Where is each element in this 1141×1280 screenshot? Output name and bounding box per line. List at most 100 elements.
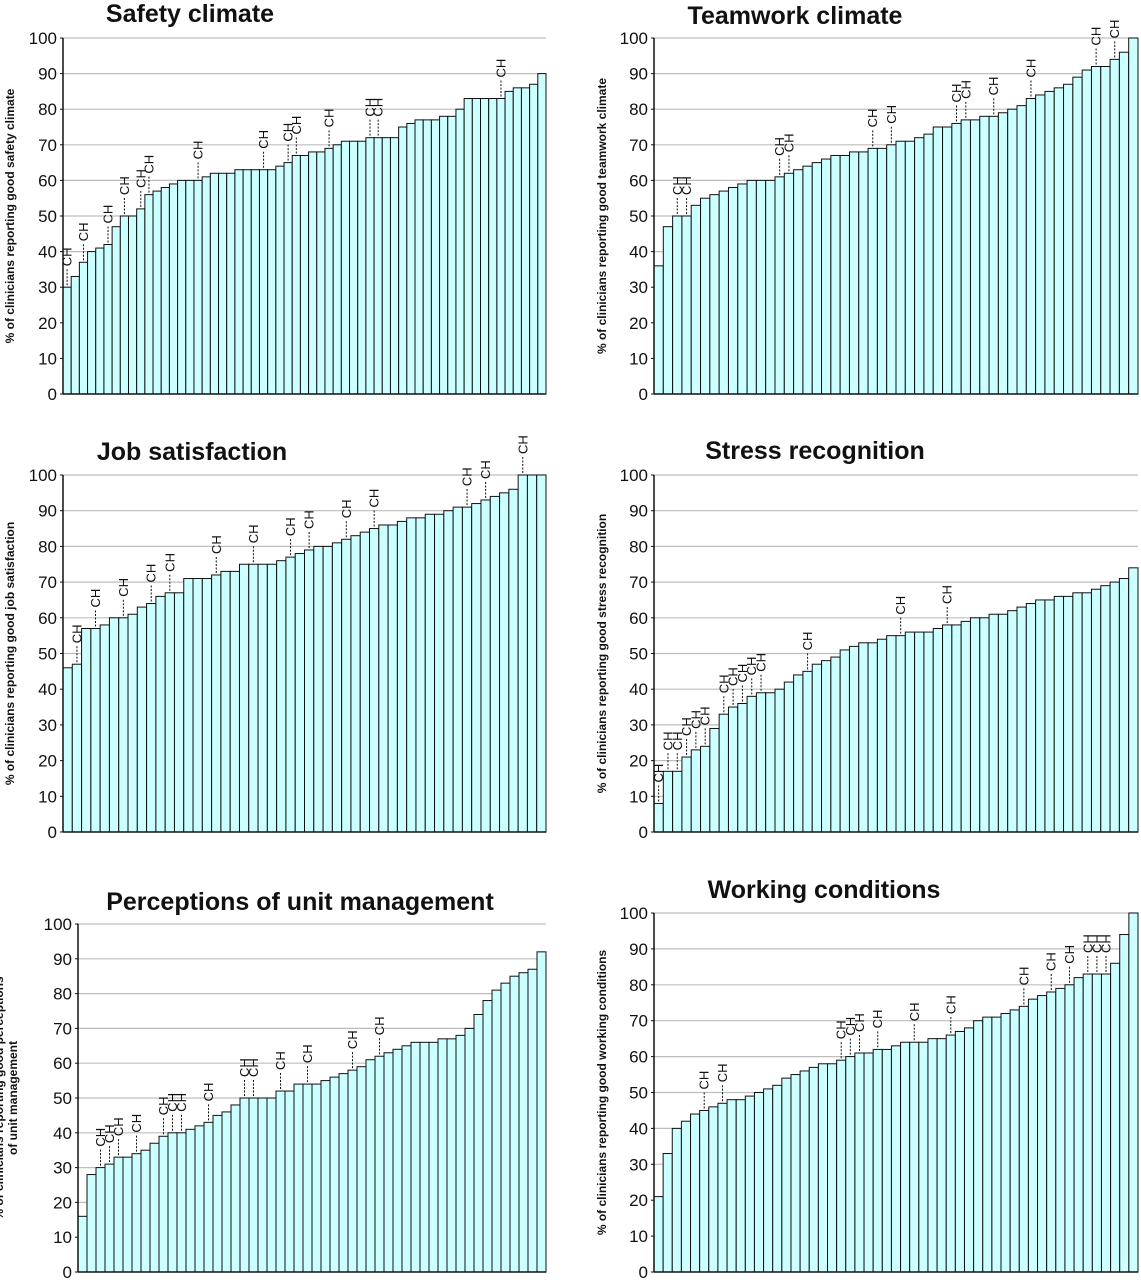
ch-marker-label: CH <box>870 1010 885 1029</box>
bar <box>374 1055 385 1273</box>
bar <box>765 692 776 833</box>
bar <box>914 137 925 395</box>
ch-marker-label: CH <box>362 98 377 117</box>
chart-panel-job-satisfaction: Job satisfaction % of clinicians reportin… <box>0 430 570 850</box>
ch-marker-label: CH <box>1023 59 1038 78</box>
bar <box>672 770 683 833</box>
bar <box>799 1070 810 1273</box>
chart-title: Job satisfaction <box>97 438 287 466</box>
bar <box>830 656 841 833</box>
y-tick-label: 10 <box>629 1227 648 1246</box>
bar <box>793 674 804 833</box>
bar <box>988 613 999 833</box>
y-tick-label: 90 <box>629 940 648 959</box>
bar <box>945 1034 956 1273</box>
bar <box>1118 578 1130 833</box>
ch-marker-label: CH <box>201 1083 216 1102</box>
bar <box>419 1041 430 1273</box>
bar <box>690 749 702 833</box>
y-tick-label: 50 <box>38 207 57 226</box>
bar <box>653 802 664 833</box>
bar <box>414 119 424 395</box>
bar <box>755 179 767 395</box>
bar <box>830 154 841 395</box>
ch-marker-label: CH <box>1089 934 1104 953</box>
y-tick-label: 10 <box>629 787 648 806</box>
bar <box>942 624 953 833</box>
bar <box>248 1097 259 1273</box>
bar <box>997 112 1009 395</box>
y-tick-label: 70 <box>629 1012 648 1031</box>
bar <box>876 638 888 833</box>
bar <box>1018 1005 1029 1273</box>
bar <box>90 628 101 833</box>
bar <box>1027 998 1039 1273</box>
y-tick-label: 30 <box>629 1155 648 1174</box>
bar <box>276 560 287 833</box>
y-tick-label: 30 <box>629 716 648 735</box>
bar <box>144 194 154 395</box>
bar <box>923 133 934 395</box>
bar <box>671 1127 682 1273</box>
bar <box>717 1102 728 1273</box>
bar <box>1128 37 1139 395</box>
bar <box>1053 595 1065 833</box>
ch-marker-label: CH <box>246 1058 261 1077</box>
bar <box>867 642 878 833</box>
ch-marker-label: CH <box>191 141 206 160</box>
y-tick-label: 40 <box>629 243 648 262</box>
ch-marker-label: CH <box>1080 934 1095 953</box>
bar <box>338 1073 349 1273</box>
ch-marker-label: CH <box>670 732 685 751</box>
y-tick-label: 70 <box>38 136 57 155</box>
bar <box>774 688 785 833</box>
bar <box>923 631 934 833</box>
bar <box>299 154 310 395</box>
bar <box>398 126 408 395</box>
bar <box>867 147 878 395</box>
bar <box>387 524 398 833</box>
ch-marker-label: CH <box>93 1128 108 1147</box>
y-tick-label: 50 <box>629 645 648 664</box>
bar <box>783 172 795 395</box>
bar <box>285 556 296 833</box>
bar <box>70 276 80 395</box>
bar <box>201 176 211 395</box>
ch-marker-label: CH <box>300 1044 315 1063</box>
bar <box>455 108 465 395</box>
bar <box>396 520 408 833</box>
ch-marker-label: CH <box>493 59 508 78</box>
ch-marker-label: CH <box>88 589 103 608</box>
bar <box>886 635 897 833</box>
y-tick-label: 80 <box>629 100 648 119</box>
bar <box>406 122 416 395</box>
bar <box>520 87 531 395</box>
y-tick-label: 40 <box>629 1119 648 1138</box>
bar <box>185 179 195 395</box>
bar <box>763 1088 774 1273</box>
bar <box>482 1000 493 1273</box>
bar <box>982 1016 993 1273</box>
bar <box>193 179 203 395</box>
bar <box>709 194 720 395</box>
bar <box>960 119 971 395</box>
bar <box>332 144 342 395</box>
ch-marker-label: CH <box>688 710 703 729</box>
ch-marker-label: CH <box>478 460 493 479</box>
bar <box>359 531 371 833</box>
bar <box>900 1041 911 1273</box>
ch-marker-label: CH <box>800 632 815 651</box>
y-tick-label: 0 <box>639 823 648 842</box>
bar <box>113 1156 124 1273</box>
bar <box>183 578 194 833</box>
bar <box>700 745 711 833</box>
ch-marker-label: CH <box>715 1063 730 1082</box>
bar <box>518 972 529 1273</box>
bar <box>293 1083 304 1273</box>
ch-marker-label: CH <box>1099 934 1114 953</box>
y-tick-label: 50 <box>53 1089 72 1108</box>
bar <box>463 98 473 395</box>
bar <box>131 1153 142 1273</box>
y-tick-label: 40 <box>629 680 648 699</box>
bar <box>895 635 906 833</box>
